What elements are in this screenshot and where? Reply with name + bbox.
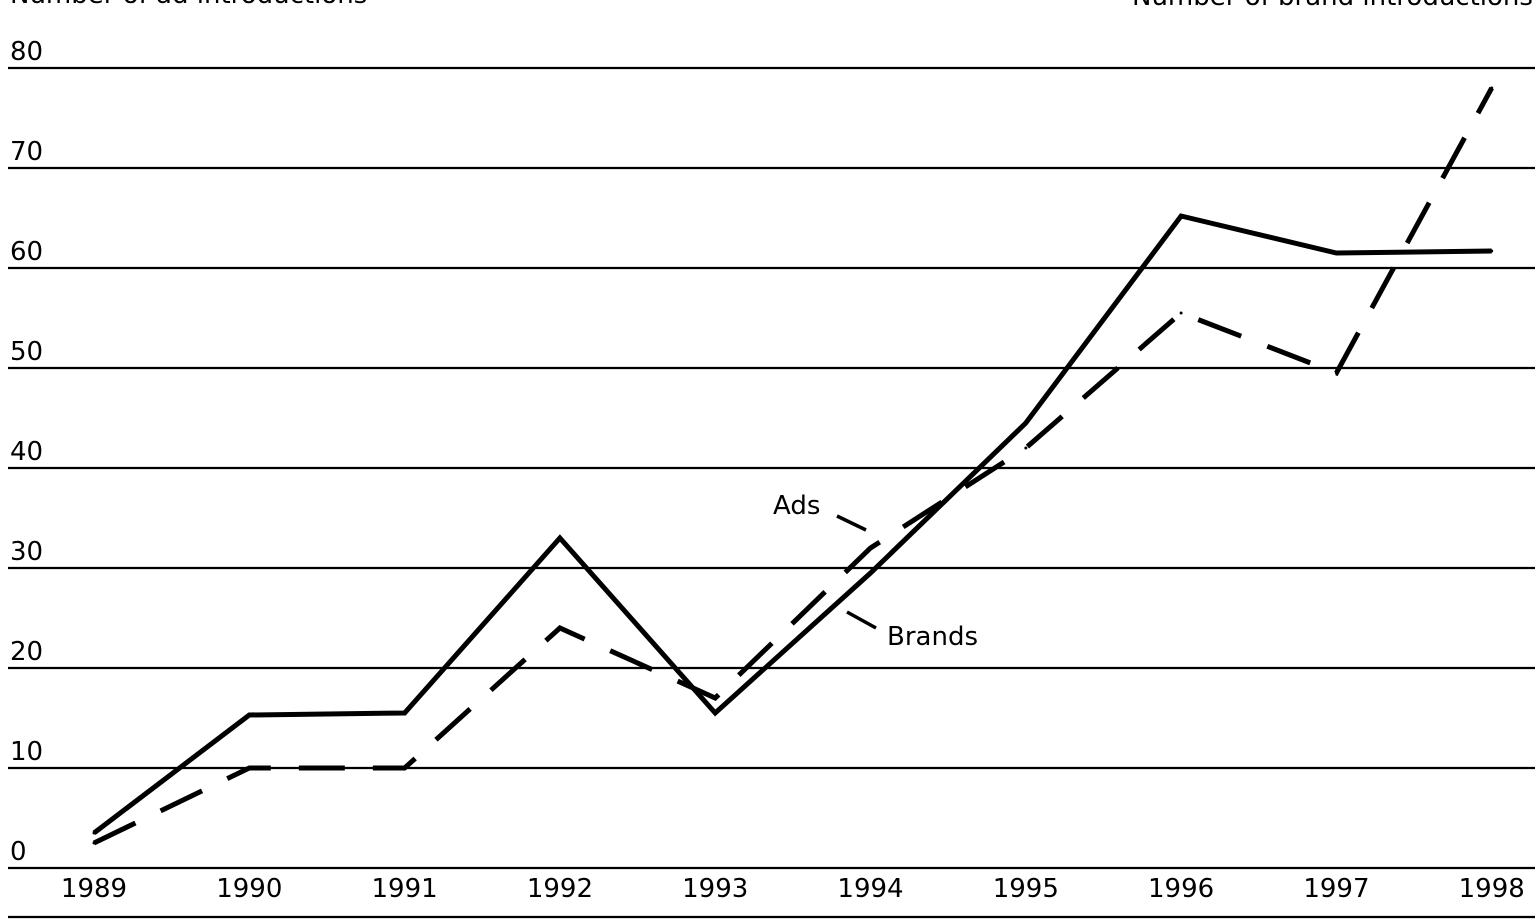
x-tick-label: 1991	[372, 874, 438, 904]
gridlines	[8, 66, 1535, 919]
y-tick-label: 30	[10, 537, 43, 567]
y-tick-label: 40	[10, 437, 43, 467]
y-tick-label: 60	[10, 237, 43, 267]
brands-data-point	[869, 571, 872, 575]
ads-data-point	[1179, 311, 1183, 315]
y-tick-label: 80	[10, 37, 43, 67]
y-tick-labels: 0 10 20 30 40 50 60 70 80	[10, 37, 43, 867]
y-tick-label: 0	[10, 837, 27, 867]
ads-data-point	[1490, 86, 1494, 90]
ads-data-point	[558, 626, 562, 630]
brands-data-point	[713, 711, 717, 715]
brands-annotation-leader	[846, 610, 877, 630]
ads-data-point	[1334, 371, 1338, 375]
annotation-layer: Ads Brands	[773, 491, 978, 652]
brands-data-point	[403, 711, 407, 715]
x-tick-label: 1992	[527, 874, 593, 904]
left-axis-title: Number of ad introductions	[10, 0, 367, 10]
x-tick-labels: 1989 1990 1991 1992 1993 1994 1995 1996 1997 1998	[61, 874, 1525, 904]
ads-series-line	[92, 86, 1494, 846]
right-axis-title: Number of brand introductions	[1132, 0, 1533, 12]
brands-data-point	[1024, 421, 1028, 425]
x-tick-label: 1998	[1459, 874, 1525, 904]
brands-data-point	[92, 831, 96, 835]
y-tick-label: 70	[10, 137, 43, 167]
brands-data-point	[1334, 251, 1338, 255]
y-tick-label: 10	[10, 737, 43, 767]
ads-data-point	[1024, 446, 1028, 450]
series-layer	[92, 86, 1494, 846]
y-tick-label: 50	[10, 337, 43, 367]
ads-annotation-label: Ads	[773, 491, 820, 521]
x-tick-label: 1993	[682, 874, 748, 904]
brands-data-point	[247, 713, 251, 717]
brands-data-point	[1490, 249, 1494, 253]
brands-annotation-label: Brands	[887, 622, 978, 652]
x-tick-label: 1994	[837, 874, 903, 904]
brands-data-point	[558, 536, 562, 540]
brands-series-line	[92, 213, 1492, 835]
ads-data-point	[869, 546, 872, 550]
ads-annotation-leader	[836, 514, 867, 532]
x-tick-label: 1990	[216, 874, 282, 904]
x-tick-label: 1996	[1148, 874, 1214, 904]
x-tick-label: 1989	[61, 874, 127, 904]
brands-data-point	[1179, 214, 1183, 218]
ads-data-point	[92, 841, 96, 845]
x-tick-label: 1995	[993, 874, 1059, 904]
ads-data-point	[247, 766, 251, 770]
x-tick-label: 1997	[1303, 874, 1369, 904]
ads-data-point	[403, 766, 407, 770]
ads-data-point	[713, 696, 717, 700]
y-tick-label: 20	[10, 637, 43, 667]
